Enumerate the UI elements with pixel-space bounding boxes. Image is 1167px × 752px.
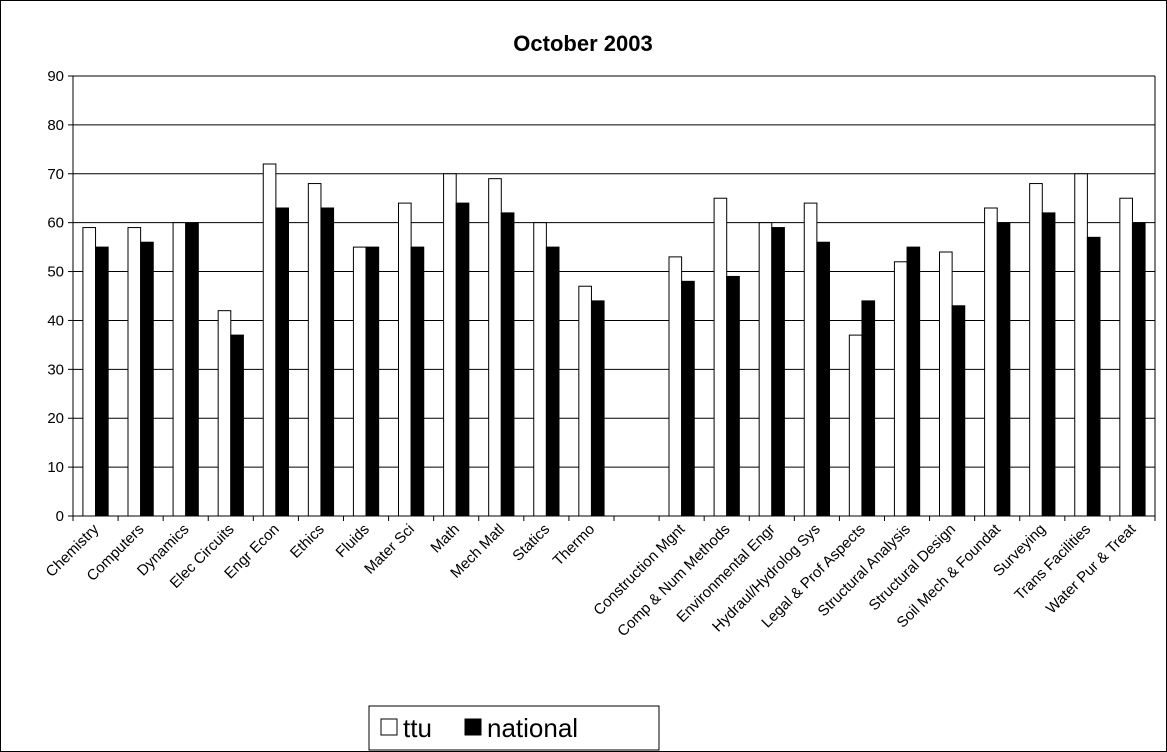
bar-ttu	[172, 222, 187, 517]
bar-national	[140, 241, 154, 517]
bar-ttu	[939, 251, 953, 517]
y-tick-label: 60	[47, 215, 64, 232]
y-tick-label: 80	[47, 117, 64, 134]
bar-national	[455, 202, 470, 517]
bar-ttu	[984, 207, 998, 517]
bar-national	[816, 241, 830, 517]
x-category-label: Ethics	[287, 521, 328, 562]
bar-ttu	[262, 163, 277, 517]
bar-ttu	[127, 227, 142, 517]
y-tick-label: 0	[56, 508, 64, 525]
bar-national	[861, 300, 876, 517]
bar-national	[500, 212, 515, 517]
legend-label-ttu: ttu	[403, 713, 432, 743]
bar-national	[230, 334, 244, 517]
bar-national	[320, 207, 335, 517]
bar-ttu	[578, 285, 592, 517]
bar-national	[410, 246, 425, 517]
legend-swatch-national	[464, 718, 482, 736]
bar-ttu	[758, 222, 773, 517]
bar-national	[996, 222, 1011, 517]
legend-label-national: national	[487, 713, 578, 743]
bar-ttu	[1029, 183, 1043, 517]
x-category-label: Fluids	[333, 521, 373, 561]
bar-national	[726, 275, 740, 517]
bar-national	[1086, 236, 1101, 517]
bar-national	[590, 300, 605, 517]
bar-ttu	[443, 173, 457, 517]
bar-ttu	[398, 202, 412, 517]
bar-national	[1131, 222, 1146, 517]
x-category-label: Math	[427, 521, 463, 557]
bar-national	[185, 222, 199, 517]
bar-ttu	[668, 256, 683, 517]
bar-ttu	[893, 261, 908, 517]
legend: ttu national	[368, 705, 660, 751]
bar-ttu	[803, 202, 818, 517]
bar-ttu	[533, 222, 547, 517]
bar-national	[1041, 212, 1056, 517]
x-category-label: Statics	[509, 521, 553, 565]
x-category-label: Mater Sci	[361, 521, 418, 578]
y-tick-label: 70	[47, 166, 64, 183]
y-tick-label: 20	[47, 410, 64, 427]
y-tick-label: 40	[47, 312, 64, 329]
bar-national	[545, 246, 560, 517]
bar-national	[275, 207, 289, 517]
legend-swatch-ttu	[380, 718, 398, 736]
y-tick-label: 10	[47, 459, 64, 476]
bar-national	[951, 305, 966, 517]
y-tick-label: 30	[47, 361, 64, 378]
chart-title: October 2003	[513, 31, 652, 56]
bar-ttu	[1074, 173, 1088, 517]
bar-national	[906, 246, 921, 517]
y-tick-label: 90	[47, 68, 64, 85]
bar-national	[365, 246, 380, 517]
y-tick-label: 50	[47, 264, 64, 281]
bar-ttu	[713, 197, 728, 517]
bar-national	[771, 227, 785, 517]
x-category-label: Thermo	[550, 521, 599, 570]
bar-ttu	[1119, 197, 1133, 517]
bar-ttu	[307, 183, 322, 517]
bar-ttu	[82, 227, 97, 517]
bar-ttu	[352, 246, 367, 517]
bar-ttu	[848, 334, 863, 517]
bar-ttu	[488, 178, 502, 517]
bar-national	[681, 280, 695, 517]
bar-ttu	[217, 310, 232, 517]
bar-national	[95, 246, 109, 517]
